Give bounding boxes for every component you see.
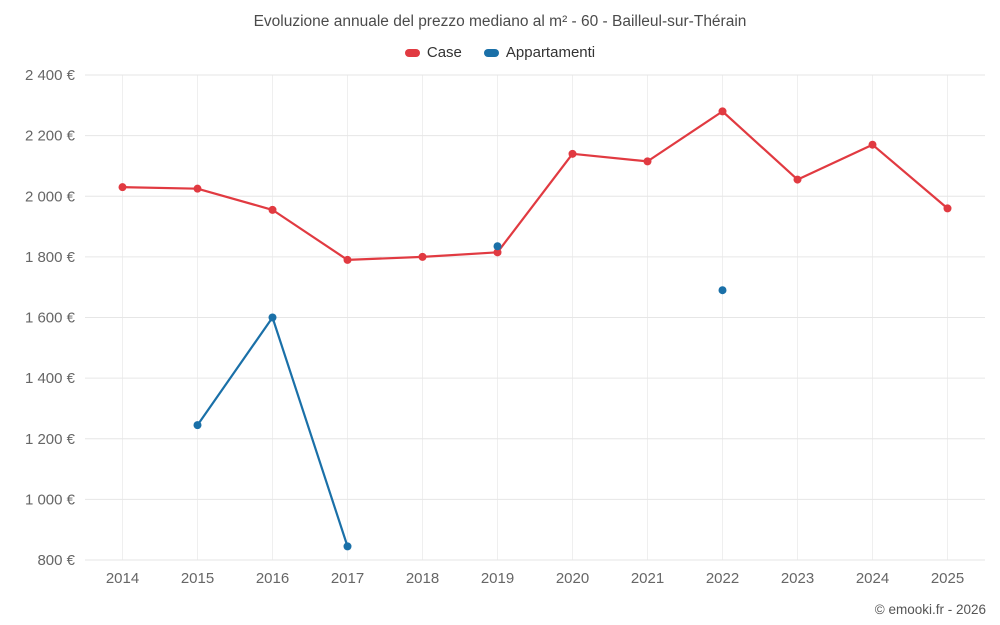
y-axis-label: 1 400 € [25, 370, 76, 387]
chart-title: Evoluzione annuale del prezzo mediano al… [253, 13, 747, 30]
legend-item-case[interactable]: Case [404, 44, 462, 61]
y-axis-label: 2 400 € [25, 67, 76, 84]
y-axis-label: 1 800 € [25, 249, 76, 266]
data-point-marker-case[interactable] [493, 248, 502, 257]
legend: Case Appartamenti [0, 44, 1000, 61]
series-line-case [121, 110, 949, 262]
x-axis-label: 2016 [256, 570, 289, 587]
legend-swatch-icon [483, 48, 499, 57]
x-axis-label: 2018 [406, 570, 439, 587]
x-axis-label: 2022 [706, 570, 739, 587]
y-axis-label: 800 € [37, 552, 75, 569]
y-axis-label: 2 200 € [25, 128, 76, 145]
data-point-marker-appartamenti[interactable] [268, 313, 277, 322]
data-point-marker-case[interactable] [268, 205, 277, 214]
x-axis-label: 2023 [781, 570, 814, 587]
legend-item-appartamenti[interactable]: Appartamenti [483, 44, 596, 61]
legend-label: Appartamenti [505, 44, 596, 61]
data-point-marker-case[interactable] [568, 149, 577, 158]
data-point-marker-case[interactable] [118, 183, 127, 192]
data-point-marker-appartamenti[interactable] [718, 286, 727, 295]
x-axis-label: 2015 [181, 570, 214, 587]
data-point-marker-case[interactable] [718, 107, 727, 116]
y-axis-label: 1 200 € [25, 431, 76, 448]
x-axis-label: 2024 [856, 570, 889, 587]
x-axis-label: 2025 [931, 570, 964, 587]
data-point-marker-appartamenti[interactable] [343, 542, 352, 551]
y-axis-label: 1 000 € [25, 491, 76, 508]
data-point-marker-appartamenti[interactable] [493, 242, 502, 251]
legend-swatch-icon [404, 48, 420, 57]
x-axis-label: 2017 [331, 570, 364, 587]
y-axis-label: 2 000 € [25, 188, 76, 205]
credit-link[interactable]: © emooki.fr - 2026 [874, 602, 986, 617]
data-point-marker-case[interactable] [343, 255, 352, 264]
y-axis-label: 1 600 € [25, 310, 76, 327]
x-axis-label: 2014 [106, 570, 139, 587]
data-point-marker-case[interactable] [943, 204, 952, 213]
data-point-marker-case[interactable] [193, 184, 202, 193]
legend-label: Case [426, 44, 462, 61]
data-point-marker-case[interactable] [793, 175, 802, 184]
x-axis-label: 2019 [481, 570, 514, 587]
x-axis-label: 2021 [631, 570, 664, 587]
data-point-marker-case[interactable] [643, 157, 652, 166]
data-point-marker-appartamenti[interactable] [193, 421, 202, 430]
data-point-marker-case[interactable] [418, 252, 427, 261]
data-point-marker-case[interactable] [868, 140, 877, 149]
x-axis-label: 2020 [556, 570, 589, 587]
